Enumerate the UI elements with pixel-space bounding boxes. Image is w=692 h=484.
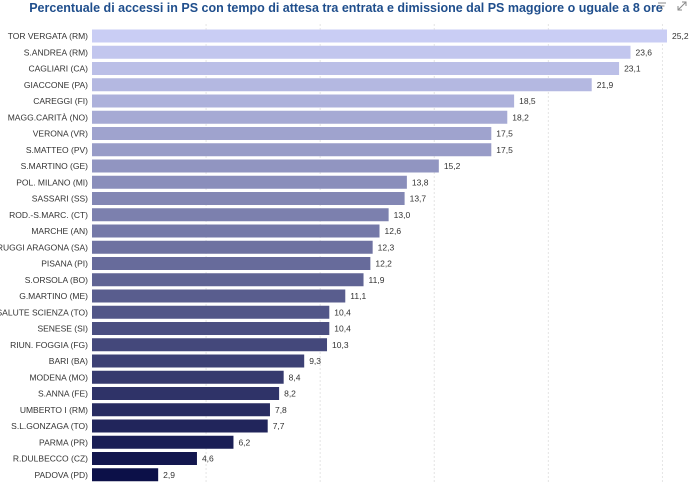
- category-label: S.L.GONZAGA (TO): [11, 421, 88, 431]
- bars: [92, 29, 667, 482]
- value-label: 25,2: [672, 31, 689, 41]
- category-label: GIACCONE (PA): [24, 80, 88, 90]
- bar[interactable]: [92, 208, 389, 222]
- category-label: RUGGI ARAGONA (SA): [0, 242, 88, 252]
- value-label: 23,1: [624, 64, 641, 74]
- value-label: 6,2: [238, 437, 250, 447]
- bar[interactable]: [92, 224, 380, 238]
- bar[interactable]: [92, 435, 234, 449]
- value-label: 15,2: [444, 161, 461, 171]
- category-label: S.MATTEO (PV): [26, 145, 88, 155]
- category-label: RIUN. FOGGIA (FG): [10, 340, 88, 350]
- bar[interactable]: [92, 289, 346, 303]
- category-label: POL. MILANO (MI): [16, 177, 88, 187]
- bar[interactable]: [92, 127, 492, 140]
- value-label: 12,3: [378, 242, 395, 252]
- expand-icon[interactable]: [676, 0, 688, 12]
- bar[interactable]: [92, 45, 631, 59]
- category-label: SALUTE SCIENZA (TO): [0, 307, 88, 317]
- value-label: 21,9: [597, 80, 614, 90]
- filter-icon[interactable]: [656, 0, 668, 12]
- category-label: PARMA (PR): [39, 437, 88, 447]
- bar[interactable]: [92, 62, 620, 75]
- value-label: 18,5: [519, 96, 536, 106]
- value-label: 17,5: [496, 145, 513, 155]
- value-label: 8,2: [284, 389, 296, 399]
- value-label: 12,6: [385, 226, 402, 236]
- bar[interactable]: [92, 370, 284, 384]
- value-label: 4,6: [202, 454, 214, 464]
- bar[interactable]: [92, 452, 197, 465]
- value-label: 17,5: [496, 129, 513, 139]
- bar[interactable]: [92, 175, 407, 189]
- value-label: 10,4: [334, 307, 351, 317]
- value-label: 2,9: [163, 470, 175, 480]
- category-labels: TOR VERGATA (RM) S.ANDREA (RM) CAGLIARI (C…: [0, 31, 88, 480]
- bar[interactable]: [92, 257, 371, 270]
- value-label: 8,4: [289, 372, 301, 382]
- bar[interactable]: [92, 403, 270, 417]
- value-label: 11,9: [369, 275, 385, 285]
- bar[interactable]: [92, 240, 373, 254]
- value-label: 7,7: [273, 421, 285, 431]
- bar[interactable]: [92, 94, 515, 108]
- bar[interactable]: [92, 78, 592, 92]
- value-label: 11,1: [350, 291, 366, 301]
- category-label: VERONA (VR): [33, 129, 88, 139]
- value-label: 7,8: [275, 405, 287, 415]
- category-label: S.MARTINO (GE): [21, 161, 89, 171]
- bar[interactable]: [92, 159, 439, 173]
- category-label: SASSARI (SS): [32, 194, 88, 204]
- value-label: 12,2: [375, 259, 392, 269]
- bar[interactable]: [92, 354, 305, 368]
- category-label: S.ORSOLA (BO): [25, 275, 88, 285]
- category-label: R.DULBECCO (CZ): [13, 454, 88, 464]
- category-label: CAREGGI (FI): [33, 96, 88, 106]
- bar[interactable]: [92, 468, 159, 482]
- category-label: G.MARTINO (ME): [19, 291, 88, 301]
- visual-toolbar: [656, 0, 688, 12]
- category-label: MARCHE (AN): [31, 226, 88, 236]
- value-label: 13,0: [394, 210, 411, 220]
- bar[interactable]: [92, 29, 667, 43]
- bar[interactable]: [92, 387, 280, 400]
- category-label: ROD.-S.MARC. (CT): [9, 210, 88, 220]
- bar[interactable]: [92, 322, 330, 335]
- value-labels: 25,2 23,6 23,1 21,9 18,5 18,2 17,5 17,5 15,2 13,8…: [163, 31, 689, 480]
- category-label: PADOVA (PD): [34, 470, 88, 480]
- bar[interactable]: [92, 338, 328, 352]
- category-label: BARI (BA): [49, 356, 88, 366]
- category-label: TOR VERGATA (RM): [8, 31, 88, 41]
- bar[interactable]: [92, 143, 492, 157]
- category-label: MODENA (MO): [29, 372, 88, 382]
- category-label: S.ANNA (FE): [38, 389, 88, 399]
- gridlines: [205, 24, 663, 484]
- value-label: 10,3: [332, 340, 349, 350]
- bar[interactable]: [92, 110, 508, 124]
- value-label: 18,2: [512, 112, 529, 122]
- value-label: 23,6: [635, 47, 652, 57]
- category-label: MAGG.CARITÀ (NO): [8, 112, 88, 122]
- bar[interactable]: [92, 273, 364, 287]
- category-label: S.ANDREA (RM): [24, 47, 88, 57]
- value-label: 10,4: [334, 324, 351, 334]
- value-label: 9,3: [309, 356, 321, 366]
- bar[interactable]: [92, 419, 268, 433]
- category-label: SENESE (SI): [37, 324, 88, 334]
- category-label: UMBERTO I (RM): [20, 405, 88, 415]
- category-label: CAGLIARI (CA): [28, 64, 88, 74]
- bar[interactable]: [92, 305, 330, 319]
- value-label: 13,7: [410, 194, 427, 204]
- bar[interactable]: [92, 192, 405, 205]
- value-label: 13,8: [412, 177, 429, 187]
- chart-title: Percentuale di accessi in PS con tempo d…: [29, 1, 663, 15]
- category-label: PISANA (PI): [41, 259, 88, 269]
